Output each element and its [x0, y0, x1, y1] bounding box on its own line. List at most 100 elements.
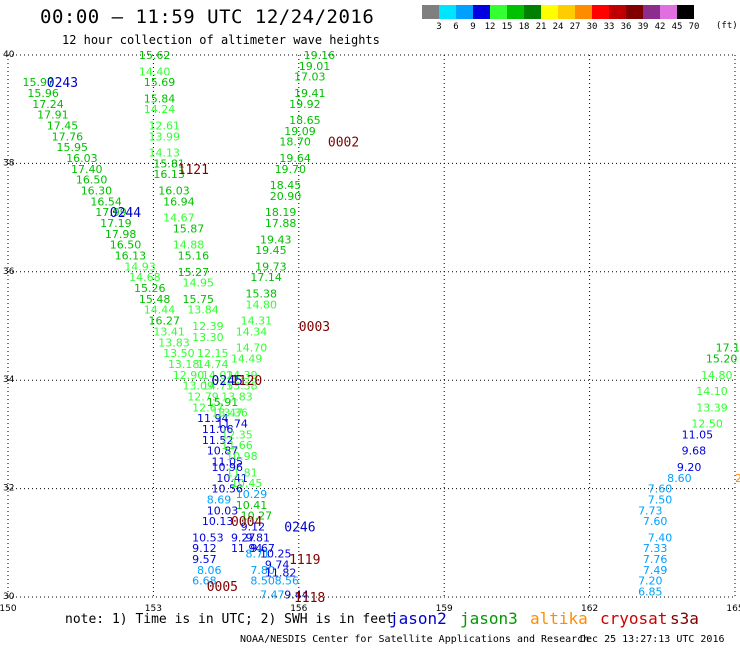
swh-value: 14.93	[124, 260, 156, 273]
color-swatch	[439, 5, 456, 19]
swh-value: 15.84	[144, 92, 176, 105]
swh-value: 17.19	[100, 217, 132, 230]
x-tick-label: 159	[436, 604, 453, 614]
swh-value: 19.16	[304, 49, 336, 62]
swh-value: 15.26	[134, 282, 166, 295]
pass-time: 0245	[212, 374, 243, 389]
color-scale-label: 24	[552, 22, 564, 32]
swh-value: 9.20	[677, 461, 702, 474]
swh-value: 14.39	[226, 369, 258, 382]
swh-value: 13.41	[153, 325, 185, 338]
y-tick-label: 40	[3, 50, 15, 60]
chart-subtitle: 12 hour collection of altimeter wave hei…	[62, 33, 380, 47]
swh-value: 10.41	[216, 472, 248, 485]
swh-value: 14.68	[129, 271, 161, 284]
swh-value: 7.49	[643, 564, 668, 577]
color-scale-label: 15	[501, 22, 513, 32]
x-tick-label: 156	[290, 604, 307, 614]
swh-value: 13.39	[696, 401, 728, 414]
swh-value: 16.50	[110, 239, 142, 252]
swh-value: 16.27	[149, 315, 181, 328]
swh-value: 8.69	[207, 493, 232, 506]
swh-value: 15.69	[144, 76, 176, 89]
swh-value: 12.50	[691, 418, 723, 431]
swh-value: 9.81	[245, 531, 270, 544]
swh-value: 19.09	[284, 125, 316, 138]
swh-value: 12.39	[192, 320, 224, 333]
swh-value: 20.90	[270, 190, 302, 203]
swh-value: 14.95	[182, 277, 214, 290]
pass-time: 0243	[47, 76, 78, 91]
swh-value: 15.75	[182, 293, 214, 306]
swh-value: 14.31	[241, 315, 273, 328]
swh-value: 7.60	[643, 515, 668, 528]
swh-value: 19.92	[289, 98, 321, 111]
color-scale-unit: (ft)	[716, 21, 738, 31]
y-tick-label: 36	[3, 267, 15, 277]
swh-value: 19.73	[255, 260, 287, 273]
swh-value: 8.06	[197, 564, 222, 577]
swh-value: 11.94	[197, 412, 229, 425]
pass-time: 1119	[289, 553, 320, 568]
swh-labels: 15.9715.9617.2417.9117.4517.7615.9516.03…	[23, 49, 740, 601]
swh-value: 12.90	[173, 369, 205, 382]
swh-value: 15.95	[56, 141, 88, 154]
swh-value: 10.27	[241, 510, 273, 523]
pass-time: 0002	[328, 136, 359, 151]
swh-value: 14.13	[149, 147, 181, 160]
swh-value: 17.40	[71, 163, 103, 176]
swh-value: 9.44	[284, 588, 309, 601]
swh-value: 15.96	[27, 87, 58, 100]
color-swatch	[609, 5, 626, 19]
swh-value: 10.96	[212, 461, 244, 474]
swh-value: 13.36	[216, 407, 248, 420]
color-scale-label: 36	[620, 22, 632, 32]
swh-value: 14.70	[236, 342, 268, 355]
swh-value: 15.97	[23, 76, 55, 89]
swh-value: 17.91	[37, 109, 69, 122]
pass-time: 0244	[110, 206, 141, 221]
color-swatch	[490, 5, 507, 19]
swh-value: 17.24	[32, 98, 64, 111]
swh-value: 11.05	[212, 456, 244, 469]
swh-value: 15.27	[178, 266, 210, 279]
color-swatch	[643, 5, 660, 19]
swh-value: 14.02	[202, 369, 234, 382]
swh-value: 13.50	[163, 347, 195, 360]
swh-value: 9.12	[241, 521, 266, 534]
swh-value: 16.50	[76, 174, 108, 187]
swh-value: 10.98	[226, 450, 258, 463]
swh-value: 10.53	[192, 531, 224, 544]
swh-value: 13.83	[221, 390, 253, 403]
swh-value: 6.68	[192, 575, 217, 588]
swh-value: 10.29	[236, 488, 268, 501]
swh-value: 15.91	[207, 396, 239, 409]
swh-value: 16.13	[153, 168, 185, 181]
color-scale-label: 3	[436, 22, 442, 32]
swh-value: 8.50	[250, 575, 274, 588]
swh-value: 18.65	[289, 114, 321, 127]
swh-value: 10.41	[236, 499, 268, 512]
pass-time: 0004	[231, 515, 262, 530]
swh-value: 12.67	[192, 401, 224, 414]
swh-value: 13.09	[182, 380, 214, 393]
swh-value: 15.16	[178, 250, 210, 263]
color-scale-label: 21	[535, 22, 547, 32]
swh-value: 11.66	[221, 439, 253, 452]
swh-value: 13.30	[192, 331, 224, 344]
swh-value: 10.13	[202, 515, 234, 528]
swh-value: 15.20	[706, 353, 738, 366]
swh-value: 16.03	[158, 185, 190, 198]
swh-value: 18.19	[265, 206, 297, 219]
swh-value: 12.15	[197, 347, 229, 360]
color-scale-label: 33	[603, 22, 615, 32]
pass-time: 0246	[284, 521, 315, 536]
swh-value: 9.68	[682, 445, 707, 458]
pass-time: 1120	[231, 374, 262, 389]
swh-value: 19.43	[260, 233, 292, 246]
color-swatch	[660, 5, 677, 19]
y-tick-label: 30	[3, 592, 15, 602]
swh-value: 13.99	[149, 130, 181, 143]
swh-value: 17.14	[250, 271, 281, 284]
